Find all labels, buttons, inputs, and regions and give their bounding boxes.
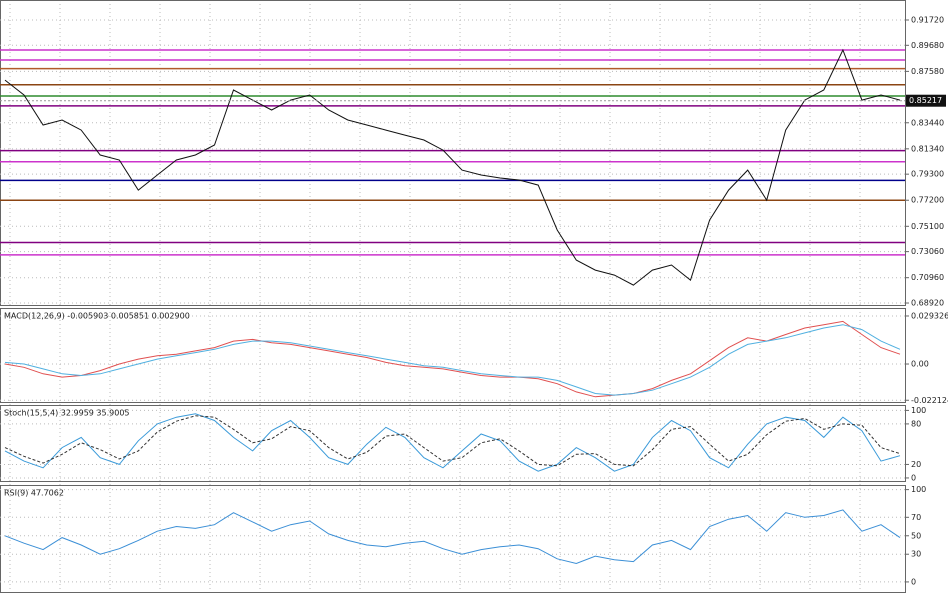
y-tick-label: 0.87580 [911,67,944,76]
y-tick-label: 0.70960 [911,273,944,282]
y-tick-label: 80 [911,419,921,428]
panel-title: Stoch(15,5,4) 32.9959 35.9005 [4,409,130,418]
y-tick-label: 0.81340 [911,144,944,153]
y-tick-label: 30 [911,550,921,559]
y-tick-label: 70 [911,513,921,522]
y-tick-label: 0 [911,577,916,586]
y-tick-label: 20 [911,460,921,469]
last-price-label: 0.85217 [909,96,942,105]
panel-frame [0,405,906,482]
series-line [4,324,901,396]
y-tick-label: 100 [911,485,926,494]
series-line [4,509,901,565]
y-tick-label: 0.79300 [911,170,944,179]
y-tick-label: 0.029326 [911,311,948,320]
y-tick-label: 0.77200 [911,196,944,205]
y-tick-label: 0.91720 [911,15,944,24]
y-tick-label: 100 [911,406,926,415]
y-tick-label: 0.83440 [911,118,944,127]
y-tick-label: 50 [911,531,921,540]
panel-title: MACD(12,26,9) -0.005903 0.005851 0.00290… [4,312,190,321]
y-tick-label: 0 [911,473,916,482]
series-line [4,320,901,398]
y-tick-label: 0.68920 [911,299,944,308]
series-line [4,48,901,286]
y-tick-label: 0.89680 [911,41,944,50]
panel-title: RSI(9) 47.7062 [4,489,64,498]
y-tick-label: 0.73060 [911,247,944,256]
y-tick-label: -0.022124 [911,396,948,405]
panel-frame [0,0,906,306]
series-line [4,415,901,467]
last-price-box [906,94,946,107]
panel-frame [0,308,906,403]
y-tick-label: 0.00 [911,360,929,369]
y-tick-label: 0.75100 [911,222,944,231]
